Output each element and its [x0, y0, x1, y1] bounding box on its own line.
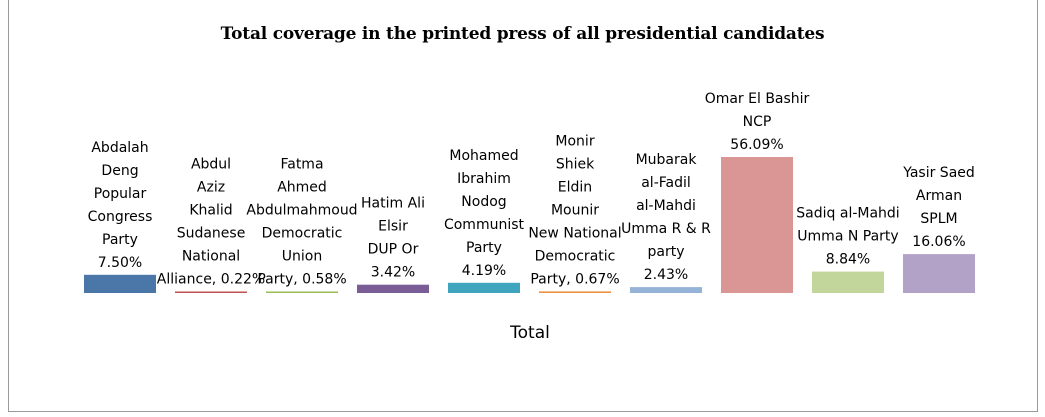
bar-5: [448, 282, 520, 293]
bar-3: [266, 291, 338, 293]
bar-6: [539, 291, 611, 293]
chart-frame: [8, 0, 1038, 412]
bar-7: [630, 287, 702, 293]
data-label-4: Hatim Ali Elsir DUP Or 3.42%: [361, 196, 425, 281]
data-label-6: Monir Shiek Eldin Mounir New National Democra…: [528, 133, 621, 287]
x-axis-label: Total: [509, 323, 550, 343]
bar-10: [903, 254, 975, 293]
bar-8: [721, 157, 793, 293]
data-label-8: Omar El Bashir NCP 56.09%: [705, 91, 810, 153]
data-label-10: Yasir Saed Arman SPLM 16.06%: [902, 165, 975, 250]
bar-9: [812, 271, 884, 293]
data-label-1: Abdalah Deng Popular Congress Party 7.50%: [88, 140, 153, 271]
data-label-9: Sadiq al-Mahdi Umma N Party 8.84%: [796, 206, 899, 268]
bar-1: [84, 274, 156, 293]
bars-layer: [84, 157, 975, 293]
data-labels-layer: Abdalah Deng Popular Congress Party 7.50%Abdu…: [88, 91, 975, 288]
data-label-2: Abdul Aziz Khalid Sudanese National Alliance,…: [157, 157, 265, 288]
data-label-3: Fatma Ahmed Abdulmahmoud Democratic Union Par…: [246, 157, 357, 288]
bar-4: [357, 284, 429, 293]
data-label-5: Mohamed Ibrahim Nodog Communist Party 4.19%: [444, 148, 525, 279]
bar-2: [175, 291, 247, 293]
chart-title: Total coverage in the printed press of a…: [220, 24, 825, 44]
